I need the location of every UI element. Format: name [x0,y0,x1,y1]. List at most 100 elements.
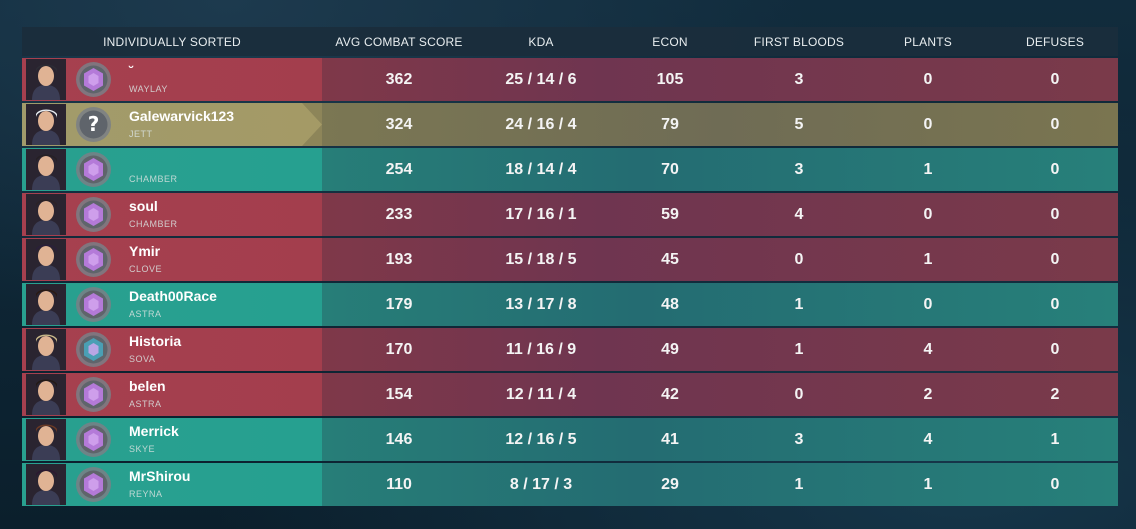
platinum-rank-icon: ? [75,376,112,413]
player-stats: 254 18 / 14 / 4 70 3 1 0 [322,148,1118,191]
player-stats: 146 12 / 16 / 5 41 3 4 1 [322,418,1118,461]
acs-value: 193 [385,250,413,268]
kda-value: 13 / 17 / 8 [505,295,577,313]
first-bloods-value: 3 [794,70,804,88]
plants-value: 2 [923,385,933,403]
plants-value: 4 [923,430,933,448]
agent-portrait-icon [26,329,66,370]
player-row[interactable]: ? MrShirou REYNA 110 8 / 17 / 3 29 1 1 0 [22,463,1118,506]
econ-value: 105 [656,70,684,88]
player-name[interactable]: MrShirou [129,468,191,484]
first-bloods-value: 1 [794,340,804,358]
player-stats: 324 24 / 16 / 4 79 5 0 0 [322,103,1118,146]
plants-value: 0 [923,205,933,223]
defuses-value: 0 [1050,160,1060,178]
agent-name: REYNA [129,489,163,499]
player-row[interactable]: ? CHAMBER 254 18 / 14 / 4 70 3 1 0 [22,148,1118,191]
acs-value: 254 [385,160,413,178]
acs-value: 179 [385,295,413,313]
defuses-value: 0 [1050,340,1060,358]
kda-value: 24 / 16 / 4 [505,115,577,133]
player-name[interactable]: Galewarvick123 [129,108,235,124]
player-name[interactable]: Death00Race [129,288,217,304]
platinum-rank-icon: ? [75,61,112,98]
plants-value: 1 [923,475,933,493]
player-name-cell: ? soul CHAMBER [22,193,322,236]
acs-value: 146 [385,430,413,448]
player-name-cell: ? CHAMBER [22,148,322,191]
kda-value: 15 / 18 / 5 [505,250,577,268]
kda-value: 8 / 17 / 3 [509,475,573,493]
player-stats: 179 13 / 17 / 8 48 1 0 0 [322,283,1118,326]
player-stats: 154 12 / 11 / 4 42 0 2 2 [322,373,1118,416]
agent-portrait-icon [26,374,66,415]
defuses-value: 0 [1050,70,1060,88]
player-name[interactable]: Merrick [129,423,179,439]
player-stats: 170 11 / 16 / 9 49 1 4 0 [322,328,1118,371]
player-row[interactable]: ? Historia SOVA 170 11 / 16 / 9 49 1 4 0 [22,328,1118,371]
plants-value: 0 [923,70,933,88]
player-stats: 193 15 / 18 / 5 45 0 1 0 [322,238,1118,281]
player-rows: ? ˘ WAYLAY 362 25 / 14 / 6 105 3 0 0 [22,58,1118,506]
player-row[interactable]: ? Death00Race ASTRA 179 13 / 17 / 8 48 1… [22,283,1118,326]
player-row[interactable]: ? Galewarvick123 JETT 324 24 / 16 / 4 79… [22,103,1118,146]
player-name-cell: ? Ymir CLOVE [22,238,322,281]
acs-value: 110 [386,475,412,493]
header-individually-sorted[interactable]: INDIVIDUALLY SORTED [103,34,241,49]
header-plants[interactable]: PLANTS [904,34,952,49]
player-name[interactable]: ˘ [129,63,134,79]
kda-value: 25 / 14 / 6 [505,70,577,88]
first-bloods-value: 0 [794,250,804,268]
plants-value: 4 [923,340,933,358]
defuses-value: 0 [1050,475,1060,493]
agent-portrait-icon [26,104,66,145]
player-name-cell: ? ˘ WAYLAY [22,58,322,101]
agent-portrait-icon [26,194,66,235]
first-bloods-value: 5 [794,115,804,133]
kda-value: 18 / 14 / 4 [505,160,577,178]
header-econ[interactable]: ECON [652,34,688,49]
header-first-bloods[interactable]: FIRST BLOODS [753,34,845,49]
acs-value: 170 [385,340,413,358]
platinum-rank-icon: ? [75,466,112,503]
player-name[interactable]: belen [129,378,166,394]
agent-portrait-icon [26,464,66,505]
econ-value: 70 [661,160,679,178]
plants-value: 1 [923,160,933,178]
agent-name: CHAMBER [129,174,178,184]
player-name[interactable]: Ymir [129,243,161,259]
header-kda[interactable]: KDA [528,34,554,49]
first-bloods-value: 0 [794,385,804,403]
agent-name: ASTRA [129,399,162,409]
agent-portrait-icon [26,239,66,280]
agent-name: SKYE [129,444,156,454]
acs-value: 324 [385,115,413,133]
player-name-cell: ? Death00Race ASTRA [22,283,322,326]
player-row[interactable]: ? belen ASTRA 154 12 / 11 / 4 42 0 2 2 [22,373,1118,416]
player-name-cell: ? Historia SOVA [22,328,322,371]
platinum-rank-icon: ? [75,196,112,233]
player-name[interactable]: Historia [129,333,182,349]
player-stats: 110 8 / 17 / 3 29 1 1 0 [322,463,1118,506]
header-avg-combat-score[interactable]: AVG COMBAT SCORE [335,34,463,49]
player-name-cell: ? Merrick SKYE [22,418,322,461]
defuses-value: 1 [1050,430,1060,448]
agent-portrait-icon [26,59,66,100]
first-bloods-value: 3 [794,160,804,178]
player-row[interactable]: ? Ymir CLOVE 193 15 / 18 / 5 45 0 1 0 [22,238,1118,281]
header-defuses[interactable]: DEFUSES [1025,34,1085,49]
player-row[interactable]: ? Merrick SKYE 146 12 / 16 / 5 41 3 4 1 [22,418,1118,461]
diamond-rank-icon: ? [75,331,112,368]
player-name-cell: ? MrShirou REYNA [22,463,322,506]
defuses-value: 2 [1050,385,1060,403]
svg-text:?: ? [88,112,100,136]
agent-name: CHAMBER [129,219,178,229]
acs-value: 233 [385,205,413,223]
kda-value: 17 / 16 / 1 [505,205,577,223]
player-row[interactable]: ? soul CHAMBER 233 17 / 16 / 1 59 4 0 0 [22,193,1118,236]
agent-name: SOVA [129,354,156,364]
kda-value: 11 / 16 / 9 [505,340,577,358]
platinum-rank-icon: ? [75,241,112,278]
player-row[interactable]: ? ˘ WAYLAY 362 25 / 14 / 6 105 3 0 0 [22,58,1118,101]
player-name[interactable]: soul [129,198,158,214]
